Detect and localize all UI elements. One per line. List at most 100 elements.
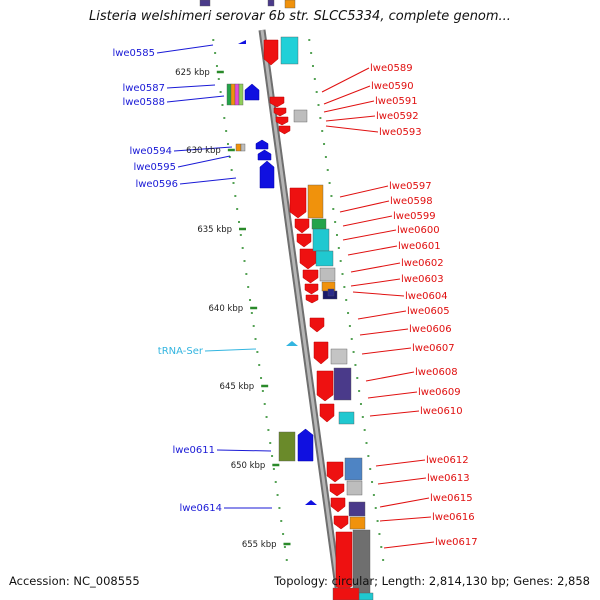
reverse-gene-arrow xyxy=(263,39,279,66)
leader-line xyxy=(325,115,376,122)
cog-category-box xyxy=(327,288,335,297)
reverse-gene-arrow xyxy=(296,233,312,248)
leader-line xyxy=(365,371,415,382)
tick-marks xyxy=(212,39,385,561)
cog-category-box xyxy=(278,431,296,462)
cog-category-box xyxy=(267,0,275,7)
gene-label: lwe0614 xyxy=(179,503,222,514)
cog-category-box xyxy=(312,228,330,252)
forward-gene-arrow xyxy=(238,40,246,44)
gene-label: lwe0608 xyxy=(415,367,458,378)
kbp-labels: 625 kbp 630 kbp 635 kbp 640 kbp 645 kbp 650 k… xyxy=(175,68,291,550)
cog-category-box xyxy=(348,501,366,517)
leader-line xyxy=(357,310,407,320)
gene-label: lwe0610 xyxy=(420,406,463,417)
leader-line xyxy=(216,449,272,452)
leader-line xyxy=(166,84,216,89)
gene-label: lwe0592 xyxy=(376,111,419,122)
kbp-label: 655 kbp xyxy=(242,540,277,550)
leader-line xyxy=(347,245,398,256)
reverse-gene-arrow xyxy=(333,515,349,530)
reverse-gene-arrow xyxy=(275,116,289,126)
gene-label: lwe0598 xyxy=(390,196,433,207)
gene-label: lwe0595 xyxy=(133,162,176,173)
gene-label: lwe0604 xyxy=(405,291,448,302)
cog-category-box xyxy=(238,83,244,106)
forward-gene-arrow xyxy=(244,83,260,101)
cog-category-box xyxy=(230,83,236,106)
forward-gene-arrow xyxy=(297,428,314,462)
reverse-gene-arrow xyxy=(319,403,335,423)
genome-summary-text: Topology: circular; Length: 2,814,130 bp… xyxy=(274,574,590,588)
reverse-gene-arrow xyxy=(269,96,285,108)
reverse-gene-arrow xyxy=(330,497,346,513)
gene-features xyxy=(199,0,374,600)
leader-line xyxy=(179,177,237,185)
reverse-gene-arrow xyxy=(313,341,329,365)
gene-label: lwe0587 xyxy=(122,83,165,94)
kbp-label: 635 kbp xyxy=(197,225,232,235)
leader-line xyxy=(379,497,430,508)
kbp-label: 640 kbp xyxy=(209,304,244,314)
forward-gene-arrow xyxy=(255,139,269,150)
gene-label: lwe0607 xyxy=(412,343,455,354)
cog-category-box xyxy=(333,367,352,401)
gene-label: lwe0603 xyxy=(401,274,444,285)
cog-category-box xyxy=(346,480,363,496)
cog-category-box xyxy=(349,516,366,530)
leader-line xyxy=(204,348,257,352)
gene-label: lwe0600 xyxy=(397,225,440,236)
leader-line xyxy=(173,146,233,152)
leader-line xyxy=(323,100,375,113)
leader-line xyxy=(379,516,432,522)
cog-category-box xyxy=(280,36,299,65)
reverse-gene-arrow xyxy=(289,187,307,219)
cog-category-box xyxy=(307,184,324,219)
trna-marker xyxy=(286,341,298,346)
gene-label: lwe0612 xyxy=(426,455,469,466)
reverse-gene-arrow xyxy=(299,248,317,270)
leader-line xyxy=(375,459,426,467)
leader-line xyxy=(342,229,397,241)
gene-label: lwe0606 xyxy=(409,324,452,335)
forward-gene-arrow xyxy=(259,160,275,189)
leader-line xyxy=(369,410,420,417)
feature-labels: lwe0585 lwe0587 lwe0588 lwe0594 lwe0595 lwe05… xyxy=(112,48,477,548)
reverse-gene-arrow xyxy=(316,370,334,402)
cog-category-box xyxy=(330,348,348,365)
forward-gene-arrow xyxy=(257,149,272,161)
gene-label: lwe0588 xyxy=(122,97,165,108)
gene-label: lwe0597 xyxy=(389,181,432,192)
gene-label: lwe0601 xyxy=(398,241,441,252)
reverse-gene-arrow xyxy=(278,125,291,135)
accession-text: Accession: NC_008555 xyxy=(9,574,140,588)
leader-line xyxy=(350,278,401,287)
leader-line xyxy=(377,477,427,485)
forward-gene-arrow xyxy=(305,500,317,505)
gene-label: lwe0596 xyxy=(135,179,178,190)
cog-category-box xyxy=(240,143,246,152)
gene-label: lwe0589 xyxy=(370,63,413,74)
map-title: Listeria welshimeri serovar 6b str. SLCC… xyxy=(89,9,511,24)
cog-category-box xyxy=(311,218,327,230)
cog-category-box xyxy=(315,250,334,267)
kbp-label: 630 kbp xyxy=(186,146,221,156)
kbp-label: 645 kbp xyxy=(220,382,255,392)
cog-category-box xyxy=(234,83,240,106)
label-leader-lines xyxy=(156,44,435,549)
cog-category-box xyxy=(293,109,308,123)
gene-label: lwe0613 xyxy=(427,473,470,484)
genome-backbone xyxy=(258,29,344,600)
leader-line xyxy=(339,200,390,213)
gene-label: lwe0585 xyxy=(112,48,155,59)
leader-line xyxy=(350,262,401,273)
reverse-gene-arrow xyxy=(326,461,344,483)
reverse-gene-arrow xyxy=(273,107,287,117)
cog-category-box xyxy=(338,411,355,425)
kbp-label: 625 kbp xyxy=(175,68,210,78)
leader-line xyxy=(323,85,371,105)
gene-label: lwe0599 xyxy=(393,211,436,222)
reverse-gene-arrow xyxy=(309,317,325,333)
reverse-gene-arrow xyxy=(294,218,310,234)
